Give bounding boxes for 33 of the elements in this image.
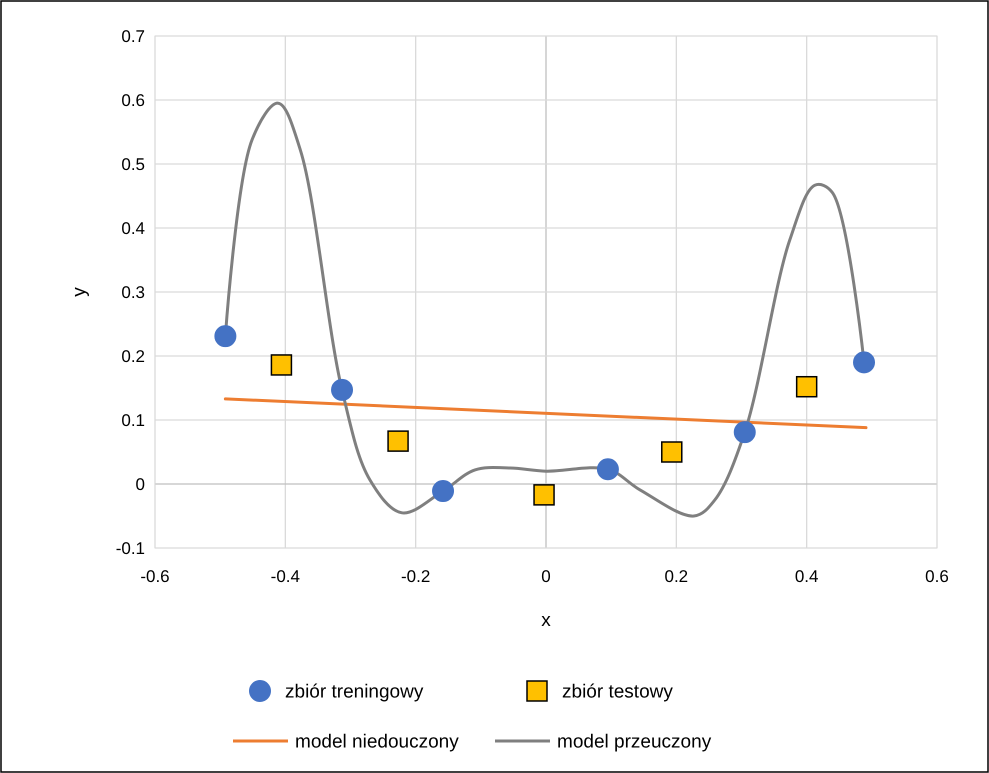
point bbox=[331, 378, 354, 401]
point bbox=[596, 458, 619, 480]
point bbox=[796, 376, 818, 398]
x-tick-label: 0.6 bbox=[925, 567, 949, 586]
point bbox=[734, 421, 756, 444]
point bbox=[661, 441, 683, 463]
x-tick-label: 0.4 bbox=[794, 567, 818, 586]
y-tick-label: 0.2 bbox=[121, 346, 145, 366]
legend-label: zbiór testowy bbox=[562, 682, 674, 703]
y-axis-title: y bbox=[69, 286, 90, 297]
x-tick-label: -0.6 bbox=[140, 567, 170, 586]
y-tick-label: -0.1 bbox=[116, 538, 145, 558]
legend-label: zbiór treningowy bbox=[285, 682, 424, 703]
y-tick-label: 0.4 bbox=[121, 218, 145, 238]
legend-label: model niedouczony bbox=[295, 732, 460, 753]
x-tick-label: 0 bbox=[541, 567, 551, 586]
point bbox=[853, 351, 876, 374]
x-tick-label: 0.2 bbox=[664, 567, 688, 586]
y-tick-label: 0 bbox=[136, 474, 145, 494]
x-tick-label: -0.4 bbox=[270, 567, 300, 586]
point bbox=[432, 480, 454, 502]
y-tick-label: 0.5 bbox=[121, 154, 145, 174]
point bbox=[387, 430, 409, 452]
point bbox=[533, 484, 555, 506]
x-axis-title: x bbox=[541, 610, 552, 631]
y-tick-label: 0.1 bbox=[121, 410, 145, 430]
y-tick-label: 0.6 bbox=[121, 90, 145, 110]
legend-label: model przeuczony bbox=[557, 732, 712, 753]
point bbox=[270, 354, 292, 376]
y-tick-label: 0.3 bbox=[121, 282, 145, 302]
x-tick-label: -0.2 bbox=[401, 567, 430, 586]
y-tick-label: 0.7 bbox=[121, 26, 145, 46]
point bbox=[214, 325, 236, 348]
